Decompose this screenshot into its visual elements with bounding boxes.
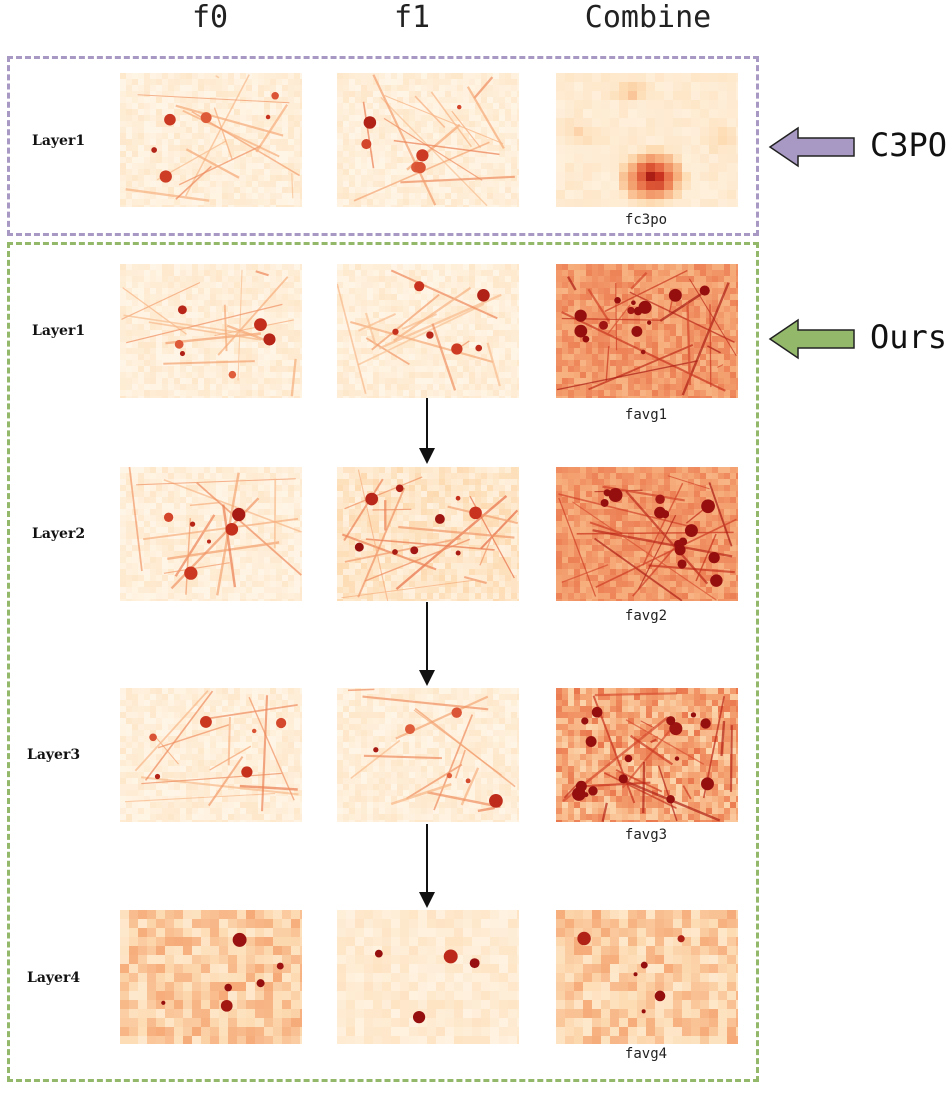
heatmap-ours-layer4-combine	[556, 910, 738, 1044]
heatmap-ours-layer2-f1	[337, 467, 519, 601]
c3po-group-box	[7, 56, 759, 236]
heatmap-ours-layer3-f0	[120, 688, 302, 822]
row-label-ours-layer3: Layer3	[27, 747, 81, 763]
heatmap-c3po-combine	[556, 73, 738, 207]
heatmap-ours-layer1-f0	[120, 264, 302, 398]
heatmap-ours-layer1-f1	[337, 264, 519, 398]
heatmap-c3po-f1	[337, 73, 519, 207]
ours-group-box	[7, 242, 759, 1082]
heatmap-ours-layer3-combine	[556, 688, 738, 822]
ours-label: Ours	[870, 318, 948, 356]
c3po-label: C3PO	[870, 126, 948, 164]
heatmap-ours-layer2-f0	[120, 467, 302, 601]
heatmap-ours-layer4-f0	[120, 910, 302, 1044]
caption-favg3: favg3	[624, 827, 668, 843]
column-header-combine: Combine	[584, 0, 712, 35]
row-label-ours-layer4: Layer4	[27, 970, 81, 986]
row-label-c3po-layer1: Layer1	[32, 133, 86, 149]
row-label-ours-layer2: Layer2	[32, 526, 86, 542]
caption-fc3po: fc3po	[624, 212, 668, 228]
caption-favg4: favg4	[624, 1046, 668, 1062]
heatmap-ours-layer3-f1	[337, 688, 519, 822]
row-label-ours-layer1: Layer1	[32, 323, 86, 339]
heatmap-ours-layer1-combine	[556, 264, 738, 398]
heatmap-ours-layer2-combine	[556, 467, 738, 601]
column-header-f0: f0	[191, 0, 229, 35]
column-header-f1: f1	[393, 0, 431, 35]
flow-arrow-1-icon	[419, 398, 435, 464]
c3po-arrow-icon	[768, 126, 855, 168]
flow-arrow-2-icon	[419, 602, 435, 686]
heatmap-ours-layer4-f1	[337, 910, 519, 1044]
ours-arrow-icon	[768, 318, 855, 360]
flow-arrow-3-icon	[419, 824, 435, 908]
caption-favg1: favg1	[624, 407, 668, 423]
heatmap-c3po-f0	[120, 73, 302, 207]
caption-favg2: favg2	[624, 608, 668, 624]
